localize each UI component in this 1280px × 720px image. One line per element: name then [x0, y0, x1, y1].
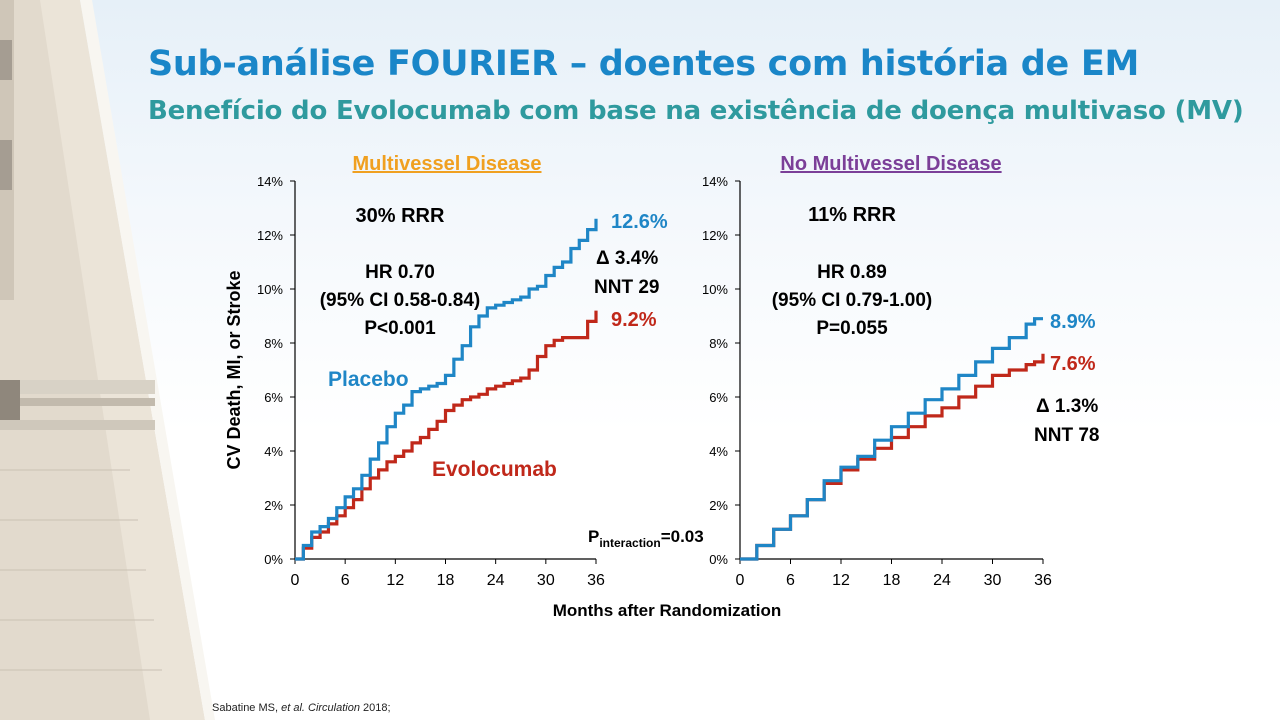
- delta-label-no-multivessel: Δ 1.3%: [1036, 396, 1098, 417]
- ci-label-multivessel: (95% CI 0.58-0.84): [320, 290, 481, 311]
- delta-label-multivessel: Δ 3.4%: [596, 248, 658, 269]
- x-tick-label-no-multivessel: 30: [984, 572, 1002, 589]
- x-tick-label-no-multivessel: 36: [1034, 572, 1052, 589]
- series-line-evolocumab-multivessel: [295, 310, 598, 561]
- y-axis-label: CV Death, MI, or Stroke: [224, 270, 244, 469]
- hr-label-no-multivessel: HR 0.89: [817, 262, 887, 283]
- y-tick-label-no-multivessel: 6%: [709, 390, 728, 405]
- placebo-end-value-multivessel: 12.6%: [611, 211, 668, 233]
- y-tick-label-multivessel: 6%: [264, 390, 283, 405]
- citation-year: 2018;: [359, 702, 391, 714]
- p-interaction-label: Pinteraction=0.03: [588, 527, 704, 550]
- series-line-placebo-multivessel: [295, 218, 598, 561]
- placebo-series-label: Placebo: [328, 368, 409, 391]
- citation-journal: Circulation: [304, 702, 360, 714]
- p-interaction-value: =0.03: [661, 527, 704, 546]
- y-tick-label-multivessel: 12%: [257, 228, 283, 243]
- x-tick-label-no-multivessel: 24: [933, 572, 951, 589]
- y-tick-label-no-multivessel: 12%: [702, 228, 728, 243]
- y-tick-label-no-multivessel: 14%: [702, 174, 728, 189]
- y-tick-label-no-multivessel: 2%: [709, 498, 728, 513]
- x-tick-label-no-multivessel: 6: [786, 572, 795, 589]
- x-tick-label-no-multivessel: 18: [883, 572, 901, 589]
- x-tick-label-multivessel: 24: [487, 572, 505, 589]
- nnt-label-multivessel: NNT 29: [594, 277, 659, 298]
- placebo-end-value-no-multivessel: 8.9%: [1050, 311, 1096, 333]
- citation-etal: et al.: [281, 702, 305, 714]
- p-label-multivessel: P<0.001: [364, 318, 436, 339]
- y-tick-label-multivessel: 4%: [264, 444, 283, 459]
- y-tick-label-multivessel: 0%: [264, 552, 283, 567]
- y-tick-label-no-multivessel: 10%: [702, 282, 728, 297]
- rrr-label-no-multivessel: 11% RRR: [808, 204, 896, 226]
- evolocumab-series-label: Evolocumab: [432, 458, 557, 481]
- hr-label-multivessel: HR 0.70: [365, 262, 435, 283]
- x-axis-label: Months after Randomization: [553, 601, 782, 620]
- evolocumab-end-value-multivessel: 9.2%: [611, 309, 657, 331]
- x-tick-label-no-multivessel: 0: [736, 572, 745, 589]
- y-tick-label-multivessel: 14%: [257, 174, 283, 189]
- y-tick-label-no-multivessel: 4%: [709, 444, 728, 459]
- y-tick-label-multivessel: 8%: [264, 336, 283, 351]
- page-title: Sub-análise FOURIER – doentes com histór…: [148, 44, 1139, 84]
- x-tick-label-multivessel: 6: [341, 572, 350, 589]
- x-tick-label-no-multivessel: 12: [832, 572, 850, 589]
- p-interaction-sub: interaction: [599, 536, 660, 550]
- p-label-no-multivessel: P=0.055: [816, 318, 888, 339]
- rrr-label-multivessel: 30% RRR: [356, 205, 445, 227]
- y-tick-label-multivessel: 10%: [257, 282, 283, 297]
- x-tick-label-multivessel: 36: [587, 572, 605, 589]
- x-tick-label-multivessel: 18: [437, 572, 455, 589]
- ci-label-no-multivessel: (95% CI 0.79-1.00): [772, 290, 933, 311]
- evolocumab-end-value-no-multivessel: 7.6%: [1050, 353, 1096, 375]
- x-tick-label-multivessel: 12: [386, 572, 404, 589]
- panel-title-no-multivessel: No Multivessel Disease: [780, 153, 1001, 175]
- y-tick-label-no-multivessel: 0%: [709, 552, 728, 567]
- x-tick-label-multivessel: 30: [537, 572, 555, 589]
- panel-title-multivessel: Multivessel Disease: [353, 153, 542, 175]
- citation: Sabatine MS, et al. Circulation 2018;: [212, 702, 391, 714]
- nnt-label-no-multivessel: NNT 78: [1034, 425, 1099, 446]
- y-tick-label-multivessel: 2%: [264, 498, 283, 513]
- x-tick-label-multivessel: 0: [291, 572, 300, 589]
- p-interaction-main: P: [588, 527, 599, 546]
- page-subtitle: Benefício do Evolocumab com base na exis…: [148, 96, 1244, 126]
- citation-authors: Sabatine MS,: [212, 702, 282, 714]
- y-tick-label-no-multivessel: 8%: [709, 336, 728, 351]
- series-line-placebo-no-multivessel: [740, 317, 1043, 561]
